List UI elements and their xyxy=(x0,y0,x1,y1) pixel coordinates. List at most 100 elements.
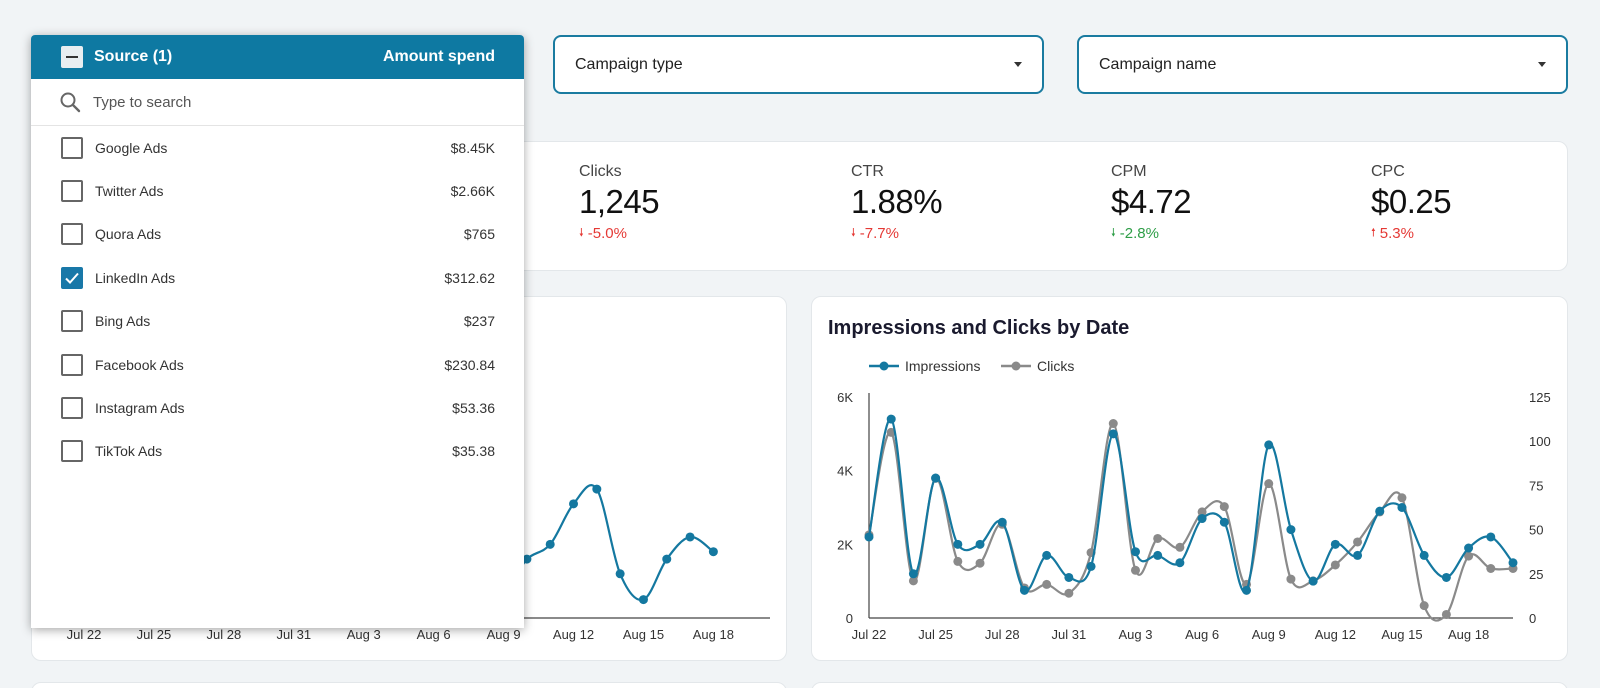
arrow-down-icon: 🠗 xyxy=(1111,227,1116,239)
bottom-card-left xyxy=(31,682,787,688)
data-point xyxy=(685,532,695,542)
checkbox[interactable] xyxy=(61,223,83,246)
data-point-clicks xyxy=(1130,565,1140,575)
x-tick-label: Jul 25 xyxy=(918,627,953,642)
campaign-name-label: Campaign name xyxy=(1099,55,1217,73)
kpi-label: Clicks xyxy=(579,163,622,180)
minus-icon xyxy=(66,56,78,58)
data-point-impressions xyxy=(1264,440,1274,450)
source-option-label: Google Ads xyxy=(95,139,168,156)
check-icon xyxy=(65,272,79,284)
x-tick-label: Jul 31 xyxy=(276,627,311,642)
data-point-clicks xyxy=(1397,493,1407,503)
dropdown-title: Source (1) xyxy=(94,48,173,65)
campaign-name-filter[interactable]: Campaign name xyxy=(1077,35,1568,94)
x-tick-label: Jul 28 xyxy=(207,627,242,642)
y-right-tick-label: 25 xyxy=(1529,567,1543,582)
source-option-label: Quora Ads xyxy=(95,226,162,243)
source-option[interactable]: Twitter Ads $2.66K xyxy=(31,169,524,212)
data-point xyxy=(545,539,555,549)
source-option[interactable]: Instagram Ads $53.36 xyxy=(31,386,524,429)
source-filter-dropdown[interactable]: Source (1) Amount spend Type to search G… xyxy=(31,35,524,628)
chart-title: Impressions and Clicks by Date xyxy=(828,317,1130,339)
x-tick-label: Aug 3 xyxy=(347,627,381,642)
dropdown-column-label: Amount spend xyxy=(383,48,495,65)
data-point-impressions xyxy=(1508,558,1518,568)
data-point-impressions xyxy=(1130,547,1140,557)
source-option[interactable]: Google Ads $8.45K xyxy=(31,126,524,169)
kpi-delta-value: -5.0% xyxy=(587,225,627,242)
x-tick-label: Jul 25 xyxy=(137,627,172,642)
data-point-clicks xyxy=(975,558,985,568)
select-all-checkbox[interactable] xyxy=(61,46,83,68)
data-point-impressions xyxy=(864,532,874,542)
y-right-tick-label: 100 xyxy=(1529,434,1551,449)
kpi-clicks: Clicks 1,245 🠗 -5.0% xyxy=(579,163,660,243)
data-point-clicks xyxy=(1264,479,1274,489)
data-point-clicks xyxy=(1330,560,1340,570)
source-option[interactable]: TikTok Ads $35.38 xyxy=(31,430,524,473)
x-tick-label: Jul 22 xyxy=(852,627,887,642)
data-point-impressions xyxy=(1197,514,1207,524)
source-option[interactable]: Quora Ads $765 xyxy=(31,213,524,256)
data-point-clicks xyxy=(1464,551,1474,561)
data-point-impressions xyxy=(1108,429,1118,439)
data-point xyxy=(615,569,625,579)
source-option-label: TikTok Ads xyxy=(95,443,163,460)
data-point xyxy=(522,554,532,564)
checkbox[interactable] xyxy=(61,136,83,159)
kpi-ctr: CTR 1.88% 🠗 -7.7% xyxy=(851,163,943,243)
source-option-amount: $237 xyxy=(463,313,495,330)
checkbox[interactable] xyxy=(61,310,83,333)
data-point-impressions xyxy=(1175,558,1185,568)
data-point-impressions xyxy=(1353,550,1363,560)
source-option-amount: $230.84 xyxy=(444,356,495,373)
dropdown-header: Source (1) Amount spend xyxy=(31,35,524,79)
source-option[interactable]: LinkedIn Ads $312.62 xyxy=(31,256,524,299)
data-point-impressions xyxy=(931,473,941,483)
source-option[interactable]: Facebook Ads $230.84 xyxy=(31,343,524,386)
chart-card-impressions-clicks: Impressions and Clicks by Date 0 2K 4K 6K 0 2… xyxy=(811,296,1568,661)
x-tick-label: Aug 9 xyxy=(487,627,521,642)
source-option-amount: $765 xyxy=(463,226,495,243)
x-tick-label: Jul 22 xyxy=(67,627,102,642)
data-point-impressions xyxy=(1486,532,1496,542)
checkbox-checked[interactable] xyxy=(61,266,83,289)
chevron-down-icon xyxy=(1538,62,1546,67)
legend-label: Impressions xyxy=(905,358,980,374)
checkbox[interactable] xyxy=(61,180,83,203)
data-point-clicks xyxy=(1197,507,1207,517)
y-right-tick-label: 75 xyxy=(1529,478,1543,493)
campaign-type-filter[interactable]: Campaign type xyxy=(553,35,1044,94)
source-list: Google Ads $8.45K Twitter Ads $2.66K Quora A… xyxy=(31,126,524,473)
kpi-delta-value: 5.3% xyxy=(1379,225,1414,242)
data-point-impressions xyxy=(1086,561,1096,571)
legend-marker xyxy=(1011,361,1021,371)
source-option-label: Facebook Ads xyxy=(95,356,184,373)
checkbox[interactable] xyxy=(61,353,83,376)
data-point-impressions xyxy=(975,539,985,549)
data-point-impressions xyxy=(886,414,896,424)
kpi-cpc: CPC $0.25 🠕 5.3% xyxy=(1371,163,1452,243)
y-left-tick-label: 6K xyxy=(837,390,853,405)
arrow-down-icon: 🠗 xyxy=(579,227,584,239)
x-tick-label: Jul 31 xyxy=(1052,627,1087,642)
data-point-impressions xyxy=(1042,550,1052,560)
y-right-tick-label: 50 xyxy=(1529,523,1543,538)
source-option-amount: $8.45K xyxy=(450,139,495,156)
dropdown-search[interactable]: Type to search xyxy=(31,79,524,126)
data-point-impressions xyxy=(908,569,918,579)
checkbox[interactable] xyxy=(61,440,83,463)
x-tick-label: Aug 12 xyxy=(1315,627,1356,642)
data-point xyxy=(708,547,718,557)
source-option[interactable]: Bing Ads $237 xyxy=(31,300,524,343)
data-point xyxy=(569,499,579,509)
checkbox[interactable] xyxy=(61,397,83,420)
source-option-label: Instagram Ads xyxy=(95,400,185,417)
data-point-impressions xyxy=(953,539,963,549)
y-right-tick-label: 125 xyxy=(1529,390,1551,405)
data-point-impressions xyxy=(1242,585,1252,595)
data-point-clicks xyxy=(953,556,963,566)
data-point-impressions xyxy=(1019,585,1029,595)
kpi-delta: 🠕 5.3% xyxy=(1371,224,1451,243)
